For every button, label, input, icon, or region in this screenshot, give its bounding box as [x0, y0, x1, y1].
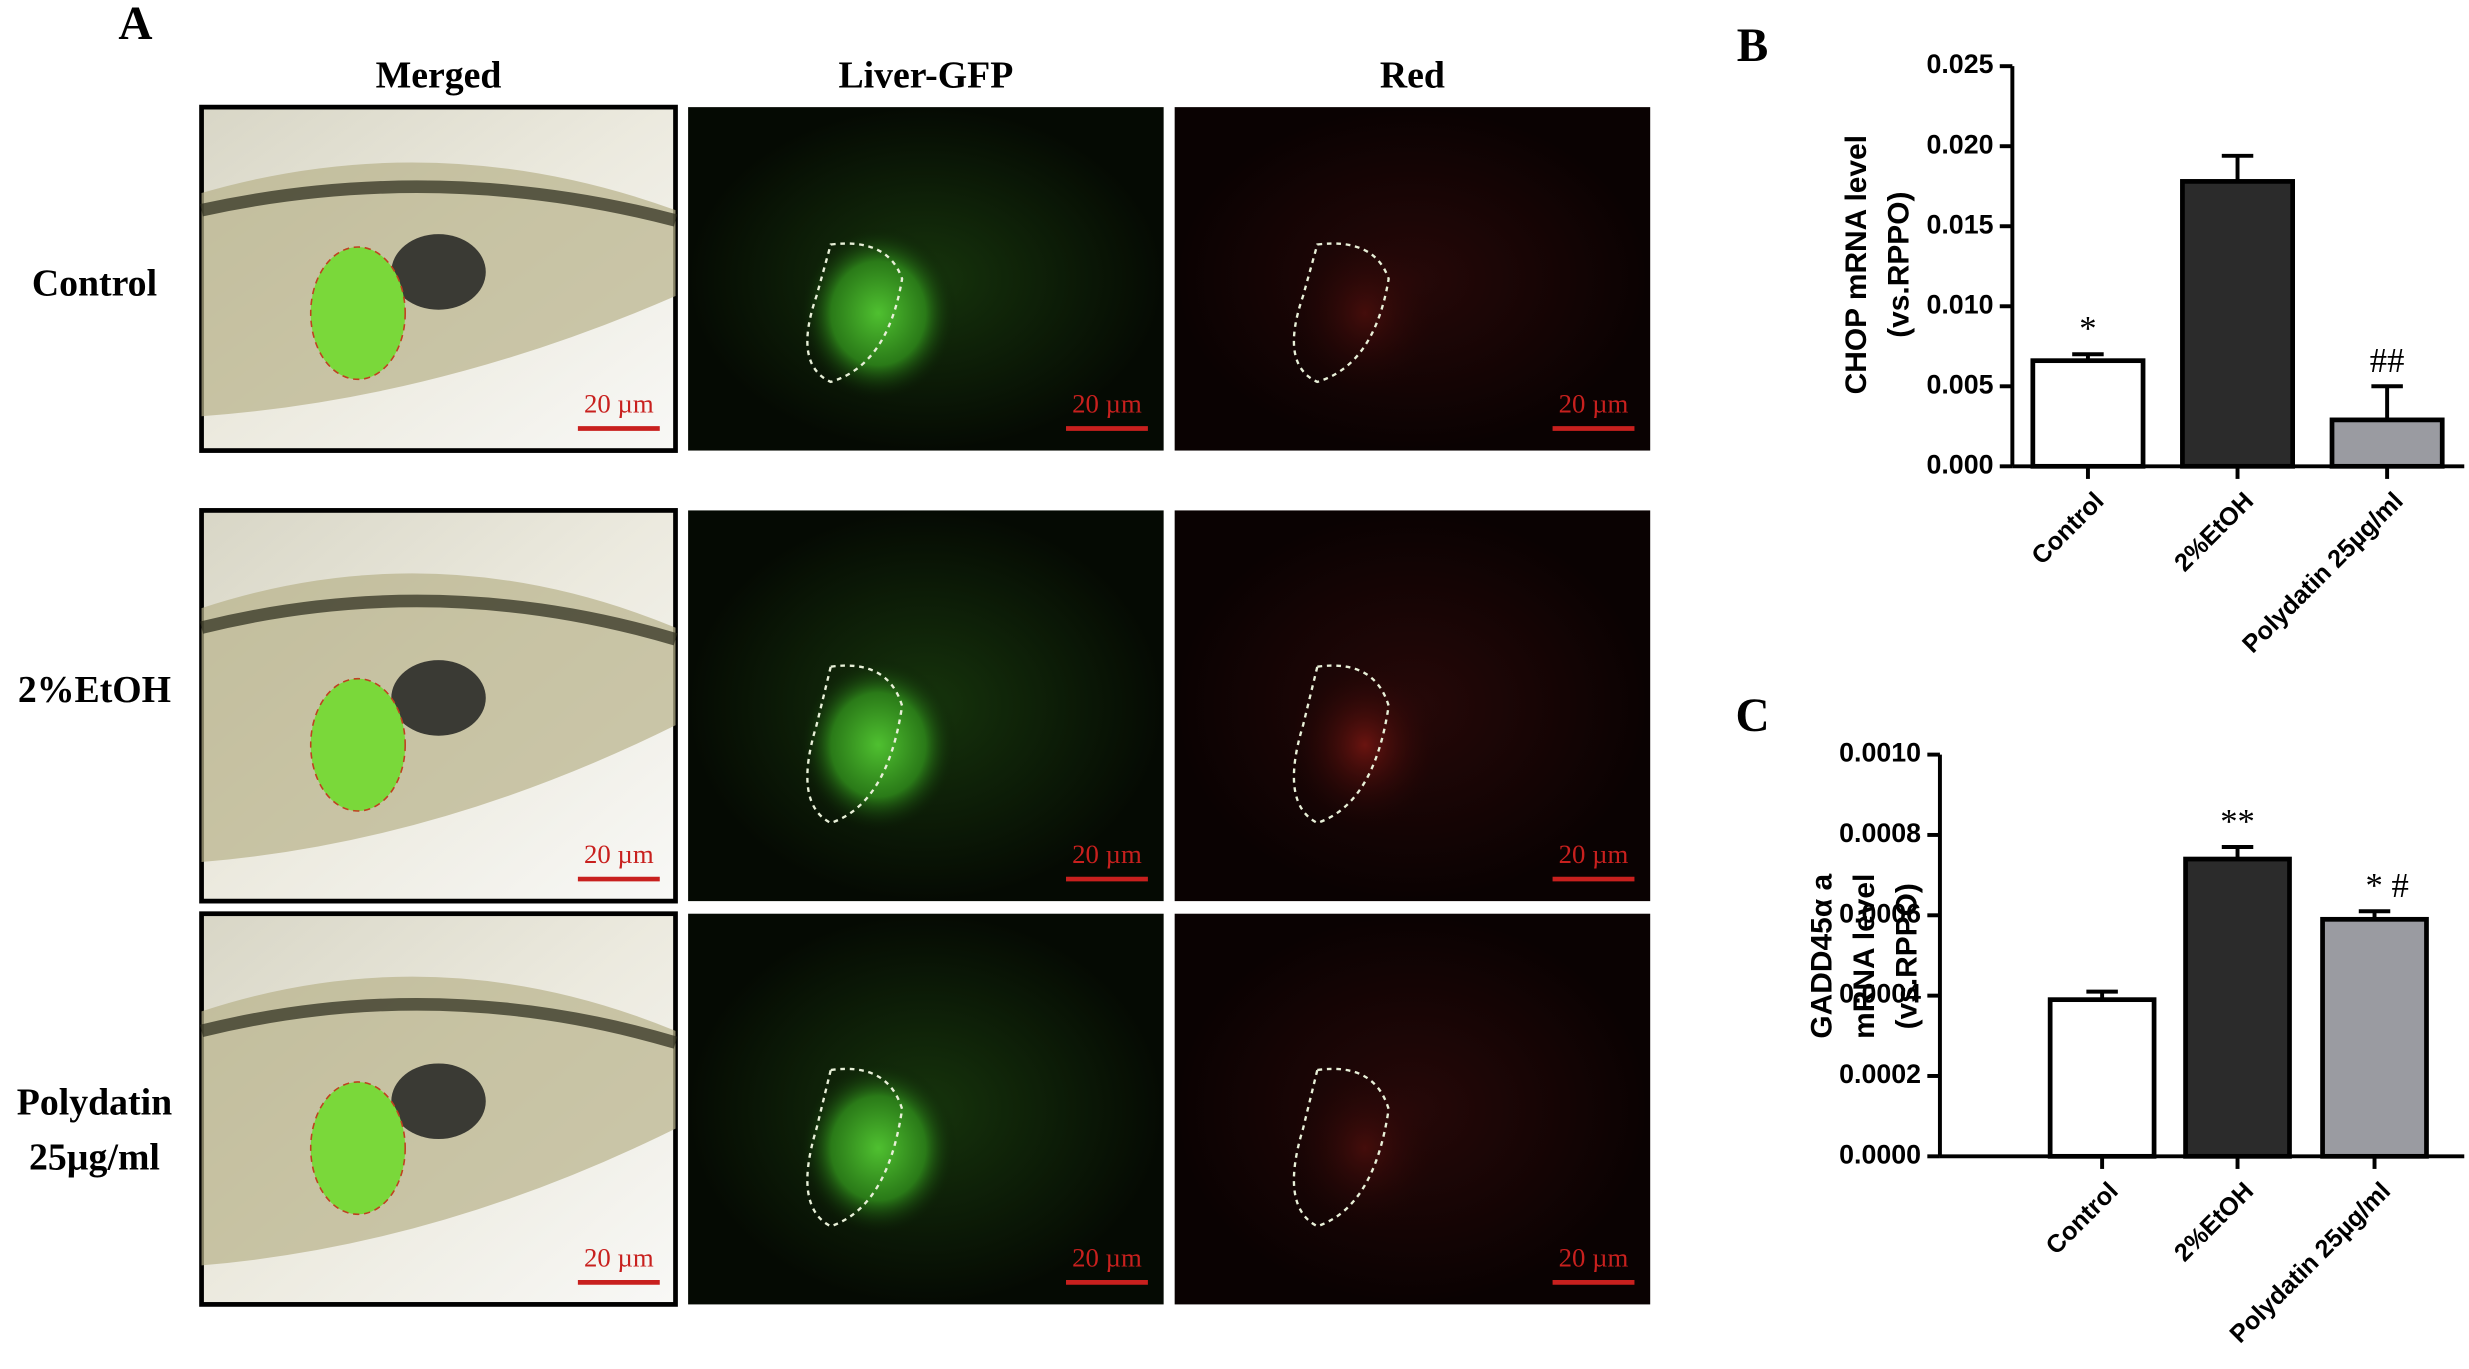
y-tick-label: 0.0008 [1839, 818, 1921, 848]
y-tick-label: 0.005 [1926, 369, 1993, 399]
panel-label: A [118, 0, 152, 50]
liver [309, 677, 406, 812]
eye [391, 660, 486, 736]
glow [1286, 226, 1444, 400]
significance-label: * [2079, 310, 2096, 348]
y-tick-label: 0.015 [1926, 209, 1993, 239]
eye [391, 234, 486, 310]
bar [2320, 916, 2429, 1159]
scale-bar-label: 20 µm [584, 839, 654, 869]
liver [309, 1081, 406, 1216]
micrograph: 20 µm [688, 510, 1164, 902]
glow [799, 658, 958, 832]
panel-a: A Merged Liver-GFP Red Control 2%EtOH Polydati… [17, 0, 1651, 1307]
glow [799, 226, 958, 400]
charts: B CHOP mRNA level (vs.RPPO) 0.000 0.005 0.010… [1735, 20, 2465, 1349]
micrograph: 20 µm [199, 508, 678, 904]
scale-bar-label: 20 µm [1072, 1242, 1142, 1272]
y-tick-label: 0.025 [1926, 49, 1993, 79]
y-tick-label: 0.000 [1926, 449, 1993, 479]
micrograph: 20 µm [688, 107, 1164, 451]
bar [2180, 179, 2296, 469]
bar [2047, 997, 2157, 1159]
liver-outline [1292, 242, 1390, 384]
y-axis-label: GADD45α a [1805, 874, 1838, 1039]
x-tick-label: 2%EtOH [2169, 1177, 2259, 1267]
row-label: 25µg/ml [29, 1137, 160, 1179]
micrograph: 20 µm [199, 104, 678, 453]
micrograph: 20 µm [199, 911, 678, 1307]
scale-bar-label: 20 µm [1559, 389, 1629, 419]
column-header: Red [1380, 54, 1445, 96]
scale-bar-label: 20 µm [584, 1242, 654, 1272]
y-tick-label: 0.0006 [1839, 898, 1921, 928]
y-tick-label: 0.010 [1926, 289, 1993, 319]
y-axis-label: (vs.RPPO) [1882, 192, 1915, 338]
scale-bar-label: 20 µm [1072, 389, 1142, 419]
fish-stripe [200, 180, 678, 227]
y-tick-label: 0.0004 [1839, 979, 1921, 1009]
bar [2329, 417, 2445, 469]
liver [309, 246, 406, 381]
liver-outline [1292, 1067, 1390, 1228]
y-axis-label: CHOP mRNA level [1840, 135, 1873, 394]
x-tick-label: Polydatin 25µg/ml [2237, 487, 2409, 659]
liver-outline [806, 1067, 904, 1228]
column-header: Merged [376, 54, 502, 96]
panel-label: C [1735, 690, 1769, 742]
row-label: 2%EtOH [18, 669, 171, 711]
bar [2183, 856, 2292, 1159]
significance-label: ** [2220, 803, 2255, 841]
liver-outline [806, 242, 904, 384]
column-header: Liver-GFP [838, 54, 1013, 96]
scale-bar-label: 20 µm [1559, 1242, 1629, 1272]
micrograph: 20 µm [1174, 107, 1651, 451]
x-tick-label: 2%EtOH [2169, 487, 2259, 577]
row-label: Polydatin [17, 1082, 172, 1124]
y-tick-label: 0.0010 [1839, 738, 1921, 768]
y-tick-label: 0.0000 [1839, 1139, 1921, 1169]
liver-outline [1292, 664, 1390, 825]
fish-stripe [200, 594, 678, 646]
micrograph: 20 µm [1174, 913, 1651, 1305]
micrograph: 20 µm [1174, 510, 1651, 902]
x-tick-label: Control [2026, 487, 2109, 570]
y-tick-label: 0.020 [1926, 129, 1993, 159]
glow [799, 1061, 958, 1235]
eye [391, 1063, 486, 1140]
y-axis-label: mRNA level [1848, 874, 1881, 1039]
bar [2030, 358, 2146, 469]
scale-bar-label: 20 µm [584, 389, 654, 419]
x-tick-label: Control [2041, 1177, 2124, 1260]
y-axis-label: (vs.RPPO) [1890, 883, 1923, 1029]
row-label: Control [32, 262, 157, 304]
glow [1286, 658, 1444, 832]
glow [1286, 1061, 1444, 1235]
significance-label: * # [2365, 867, 2408, 905]
panel-label: B [1737, 20, 1769, 72]
significance-label: ## [2370, 342, 2405, 380]
scale-bar-label: 20 µm [1072, 839, 1142, 869]
liver-outline [806, 664, 904, 825]
y-tick-label: 0.0002 [1839, 1059, 1921, 1089]
micrograph: 20 µm [688, 913, 1164, 1305]
fish-stripe [200, 998, 678, 1049]
scale-bar-label: 20 µm [1559, 839, 1629, 869]
